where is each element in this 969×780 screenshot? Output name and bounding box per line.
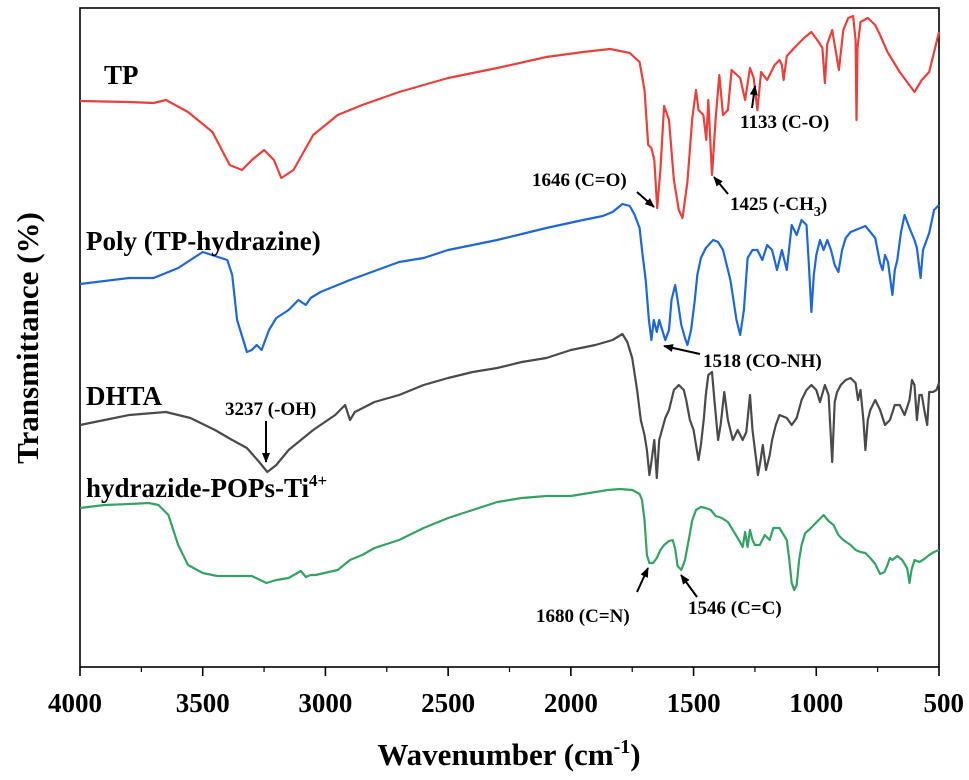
y-axis-title: Transmittance (%): [10, 212, 45, 464]
arrow-1680: [636, 567, 649, 593]
series-label-hydrazide-pops: hydrazide-POPs-Ti4+: [86, 471, 327, 503]
arrow-1646: [636, 191, 655, 208]
x-tick-label: 1000: [789, 688, 843, 718]
series-line-2: [79, 332, 941, 480]
x-tick-label: 3500: [176, 688, 230, 718]
arrow-1546: [680, 574, 698, 598]
arrow-1133: [749, 85, 758, 109]
x-tick-label: 2000: [544, 688, 598, 718]
series-label-poly: Poly (TP-hydrazine): [86, 226, 321, 256]
series-lines: [79, 14, 941, 592]
x-tick-label: 4000: [48, 688, 102, 718]
annotation-1425: 1425 (-CH3): [730, 194, 827, 220]
annotation-1546: 1546 (C=C): [688, 598, 782, 619]
x-axis: 4000 3500 3000 2500 2000 1500 1000 500: [48, 667, 964, 718]
x-tick-label: 1500: [667, 688, 721, 718]
annotation-3237: 3237 (-OH): [225, 399, 316, 420]
series-line-0: [79, 14, 941, 220]
x-tick-label: 3000: [298, 688, 352, 718]
arrow-1425: [713, 176, 729, 195]
x-axis-title: Wavenumber (cm-1): [377, 736, 640, 772]
annotation-1680: 1680 (C=N): [536, 606, 630, 627]
arrow-1518: [663, 344, 701, 355]
annotation-1646: 1646 (C=O): [532, 170, 627, 191]
series-line-3: [79, 487, 940, 592]
series-label-dhta: DHTA: [86, 381, 163, 411]
x-tick-label: 2500: [421, 688, 475, 718]
series-line-1: [79, 202, 940, 354]
x-tick-label: 500: [924, 688, 965, 718]
annotation-1133: 1133 (C-O): [740, 112, 829, 133]
plot-frame: [79, 7, 940, 668]
annotation-1518: 1518 (CO-NH): [703, 351, 822, 372]
series-label-tp: TP: [104, 60, 139, 90]
